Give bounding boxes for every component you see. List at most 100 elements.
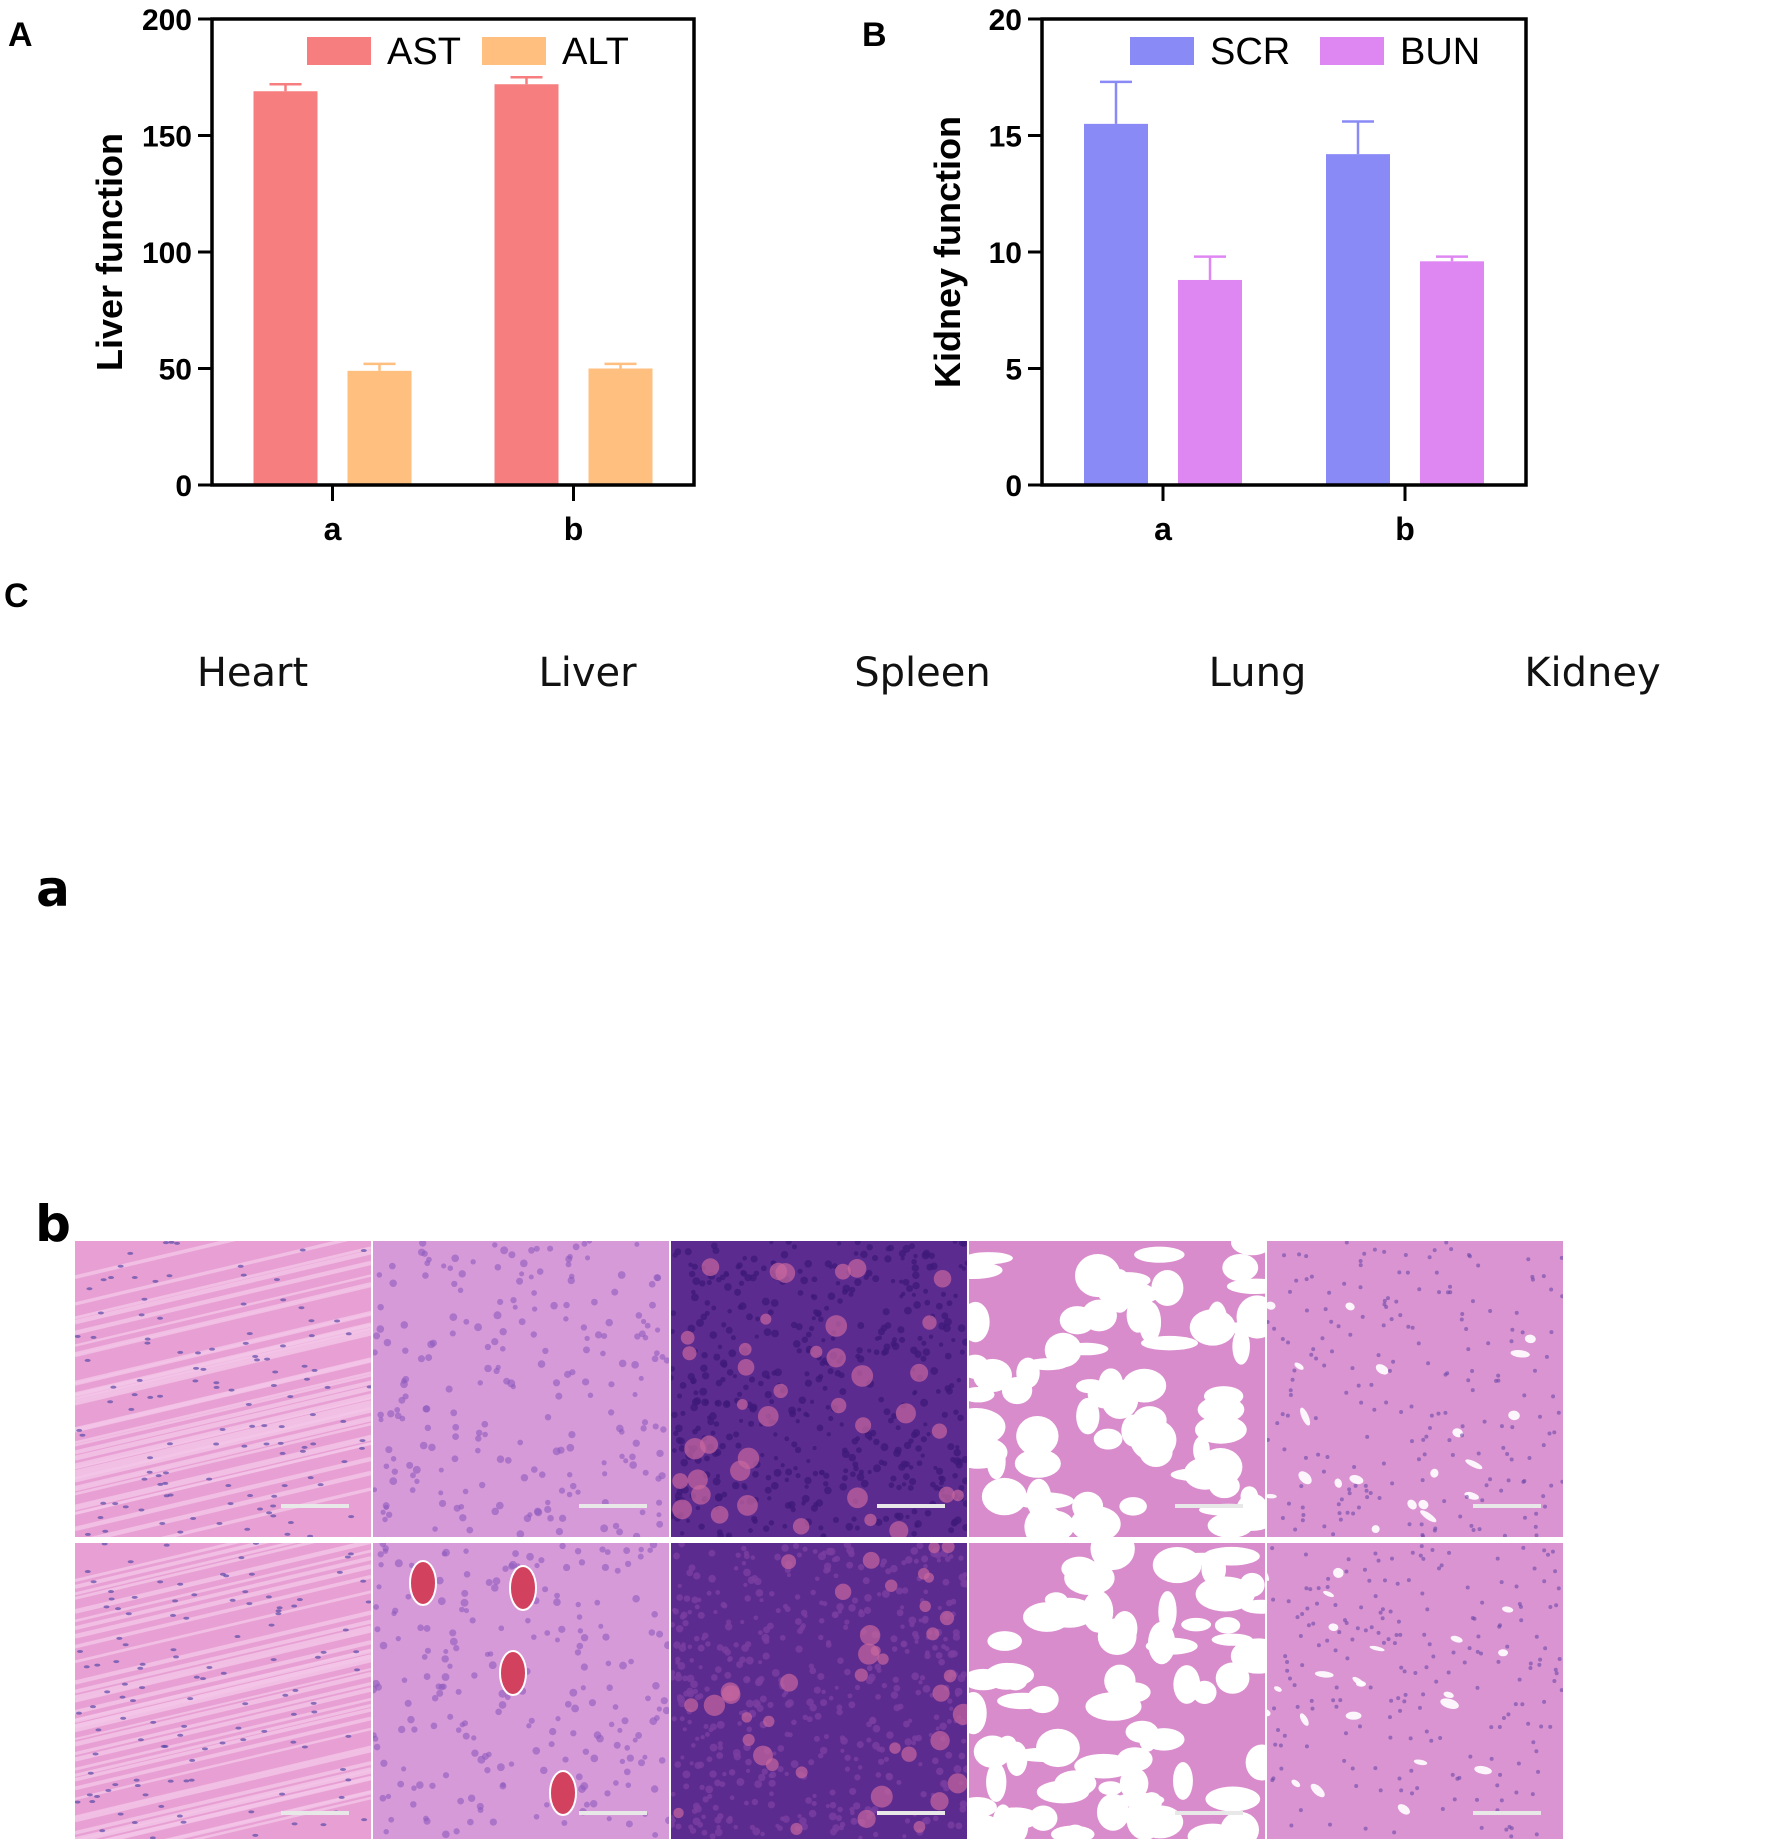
- nucleus: [486, 1752, 492, 1758]
- cell: [695, 1737, 699, 1741]
- nucleus: [418, 1355, 425, 1362]
- nucleus: [410, 1487, 416, 1493]
- cell: [900, 1605, 904, 1609]
- nucleus: [1404, 1693, 1408, 1697]
- nucleus: [388, 1817, 394, 1823]
- nucleus: [1435, 1271, 1439, 1275]
- cell: [955, 1445, 959, 1449]
- nucleus: [1510, 1458, 1514, 1462]
- cell: [810, 1590, 815, 1595]
- cell: [755, 1334, 759, 1338]
- red-pulp: [737, 1399, 748, 1410]
- cell: [677, 1694, 682, 1699]
- cell: [823, 1386, 828, 1391]
- red-pulp: [948, 1773, 967, 1793]
- nucleus: [1382, 1323, 1386, 1327]
- nucleus: [340, 1420, 346, 1423]
- legend-label-ast: AST: [387, 31, 461, 73]
- cell: [856, 1447, 862, 1453]
- nucleus: [220, 1741, 226, 1744]
- cell: [845, 1767, 850, 1772]
- cell: [734, 1289, 741, 1296]
- nucleus: [519, 1271, 524, 1276]
- nucleus: [456, 1689, 462, 1695]
- cell: [826, 1405, 831, 1410]
- nucleus: [1300, 1612, 1304, 1616]
- cell: [864, 1275, 869, 1280]
- cell: [797, 1814, 801, 1818]
- cell: [939, 1481, 944, 1486]
- cell: [854, 1774, 860, 1780]
- nucleus: [534, 1246, 540, 1252]
- nucleus: [525, 1618, 531, 1624]
- alveolus: [1015, 1449, 1061, 1478]
- cell: [791, 1441, 797, 1447]
- cell: [857, 1322, 864, 1329]
- cell: [805, 1797, 812, 1804]
- nucleus: [508, 1563, 515, 1570]
- nucleus: [442, 1673, 450, 1681]
- cell: [744, 1801, 749, 1806]
- red-pulp: [763, 1716, 774, 1727]
- nucleus: [495, 1264, 502, 1271]
- cell: [739, 1302, 747, 1310]
- nucleus: [432, 1526, 438, 1532]
- cell: [799, 1397, 807, 1405]
- nucleus: [1509, 1339, 1513, 1343]
- nucleus: [118, 1813, 124, 1816]
- cell: [687, 1720, 692, 1725]
- nucleus: [600, 1524, 608, 1532]
- nucleus: [1424, 1665, 1428, 1669]
- nucleus: [249, 1573, 255, 1576]
- nucleus: [290, 1741, 296, 1744]
- cell: [843, 1625, 848, 1630]
- nucleus: [634, 1333, 640, 1339]
- cell: [760, 1453, 764, 1457]
- nucleus: [619, 1454, 624, 1459]
- nucleus: [430, 1340, 437, 1347]
- cell: [694, 1762, 701, 1769]
- histology-image-lung-b: [969, 1543, 1265, 1839]
- nucleus: [641, 1319, 646, 1324]
- nucleus: [1470, 1369, 1474, 1373]
- nucleus: [563, 1316, 568, 1321]
- nucleus: [1463, 1661, 1467, 1665]
- nucleus: [163, 1471, 169, 1474]
- nucleus: [1327, 1291, 1331, 1295]
- cell: [826, 1640, 831, 1645]
- cell: [840, 1749, 844, 1753]
- nucleus: [216, 1522, 222, 1525]
- cell: [958, 1324, 966, 1332]
- nucleus: [1464, 1327, 1468, 1331]
- red-pulp: [672, 1499, 692, 1519]
- nucleus: [527, 1512, 532, 1517]
- nucleus: [1409, 1769, 1413, 1773]
- nucleus: [1526, 1257, 1530, 1261]
- red-pulp: [738, 1359, 755, 1376]
- cell: [689, 1658, 694, 1663]
- cell: [682, 1770, 690, 1778]
- nucleus: [1344, 1569, 1348, 1573]
- nucleus: [617, 1728, 622, 1733]
- cell: [767, 1702, 773, 1708]
- nucleus: [581, 1685, 586, 1690]
- nucleus: [488, 1651, 493, 1656]
- alveolus: [1014, 1492, 1074, 1509]
- nucleus: [493, 1368, 499, 1374]
- nucleus: [118, 1265, 124, 1268]
- cell: [763, 1525, 769, 1531]
- nucleus: [652, 1355, 659, 1362]
- nucleus: [280, 1298, 286, 1301]
- cell: [725, 1623, 732, 1630]
- nucleus: [626, 1820, 633, 1827]
- nucleus: [343, 1628, 349, 1631]
- red-pulp: [858, 1644, 879, 1665]
- nucleus: [639, 1376, 644, 1381]
- nucleus: [1413, 1671, 1417, 1675]
- cell: [813, 1446, 817, 1450]
- nucleus: [554, 1593, 560, 1599]
- cell: [938, 1475, 943, 1480]
- nucleus: [456, 1727, 462, 1733]
- red-pulp: [926, 1627, 939, 1640]
- nucleus: [1410, 1791, 1414, 1795]
